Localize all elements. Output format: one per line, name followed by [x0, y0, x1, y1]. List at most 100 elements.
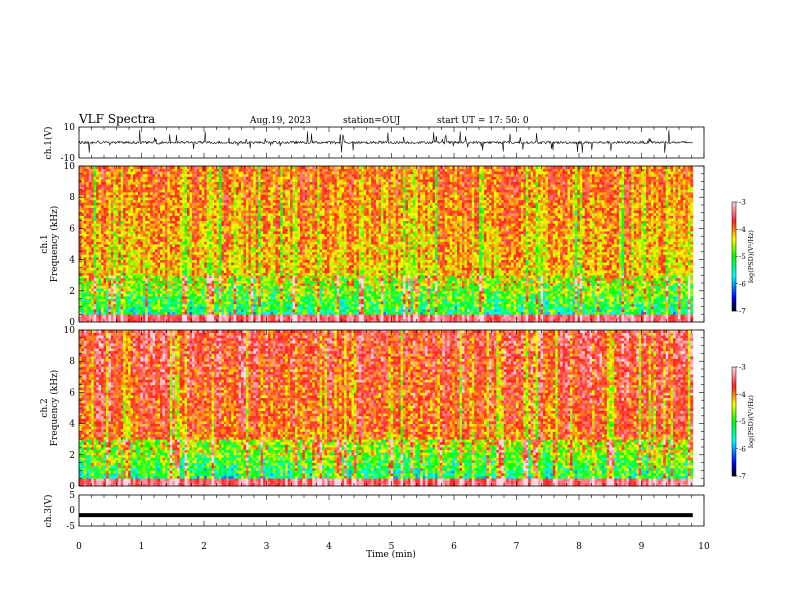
- spectrogram-cell: [86, 223, 89, 226]
- spectrogram-cell: [212, 270, 215, 273]
- spectrogram-cell: [84, 262, 87, 265]
- spectrogram-cell: [143, 254, 146, 257]
- spectrogram-cell: [258, 234, 261, 237]
- spectrogram-cell: [170, 234, 173, 237]
- spectrogram-cell: [234, 241, 237, 244]
- spectrogram-cell: [133, 213, 136, 216]
- spectrogram-cell: [111, 234, 114, 237]
- spectrogram-cell: [251, 239, 254, 242]
- spectrogram-cell: [172, 252, 175, 255]
- spectrogram-cell: [145, 249, 148, 252]
- spectrogram-cell: [153, 205, 156, 208]
- spectrogram-cell: [182, 249, 185, 252]
- spectrogram-cell: [214, 257, 217, 260]
- spectrogram-cell: [160, 252, 163, 255]
- spectrogram-cell: [219, 257, 222, 260]
- spectrogram-cell: [251, 299, 254, 302]
- spectrogram-cell: [214, 205, 217, 208]
- spectrogram-cell: [96, 252, 99, 255]
- spectrogram-cell: [118, 278, 121, 281]
- spectrogram-cell: [192, 296, 195, 299]
- spectrogram-cell: [150, 205, 153, 208]
- spectrogram-cell: [216, 309, 219, 312]
- spectrogram-cell: [246, 182, 249, 185]
- spectrogram-cell: [199, 270, 202, 273]
- spectrogram-cell: [187, 205, 190, 208]
- spectrogram-cell: [248, 226, 251, 229]
- spectrogram-cell: [143, 197, 146, 200]
- spectrogram-cell: [216, 202, 219, 205]
- spectrogram-cell: [143, 208, 146, 211]
- spectrogram-cell: [86, 254, 89, 257]
- spectrogram-cell: [175, 278, 178, 281]
- spectrogram-cell: [246, 231, 249, 234]
- spectrogram-cell: [123, 247, 126, 250]
- spectrogram-cell: [231, 252, 234, 255]
- spectrogram-cell: [172, 306, 175, 309]
- spectrogram-cell: [111, 174, 114, 177]
- spectrogram-cell: [187, 221, 190, 224]
- spectrogram-cell: [79, 236, 82, 239]
- spectrogram-cell: [177, 286, 180, 289]
- spectrogram-cell: [160, 192, 163, 195]
- spectrogram-cell: [266, 278, 269, 281]
- spectrogram-cell: [202, 254, 205, 257]
- spectrogram-cell: [214, 262, 217, 265]
- spectrogram-cell: [106, 205, 109, 208]
- spectrogram-cell: [219, 218, 222, 221]
- spectrogram-cell: [108, 166, 111, 169]
- spectrogram-cell: [189, 166, 192, 169]
- spectrogram-cell: [268, 223, 271, 226]
- spectrogram-cell: [214, 187, 217, 190]
- spectrogram-cell: [99, 223, 102, 226]
- spectrogram-cell: [155, 192, 158, 195]
- spectrogram-cell: [175, 283, 178, 286]
- spectrogram-cell: [219, 169, 222, 172]
- spectrogram-cell: [143, 296, 146, 299]
- spectrogram-cell: [104, 262, 107, 265]
- spectrogram-cell: [158, 187, 161, 190]
- spectrogram-cell: [243, 192, 246, 195]
- spectrogram-cell: [192, 202, 195, 205]
- spectrogram-cell: [234, 314, 237, 317]
- spectrogram-cell: [278, 228, 281, 231]
- spectrogram-cell: [278, 278, 281, 281]
- spectrogram-cell: [189, 296, 192, 299]
- spectrogram-cell: [165, 312, 168, 315]
- spectrogram-cell: [246, 213, 249, 216]
- spectrogram-cell: [89, 241, 92, 244]
- spectrogram-cell: [275, 262, 278, 265]
- spectrogram-cell: [121, 182, 124, 185]
- spectrogram-cell: [145, 265, 148, 268]
- spectrogram-cell: [263, 179, 266, 182]
- spectrogram-cell: [263, 174, 266, 177]
- spectrogram-cell: [231, 215, 234, 218]
- spectrogram-cell: [148, 262, 151, 265]
- spectrogram-cell: [268, 189, 271, 192]
- spectrogram-cell: [239, 254, 242, 257]
- spectrogram-cell: [224, 202, 227, 205]
- spectrogram-cell: [256, 169, 259, 172]
- spectrogram-cell: [231, 205, 234, 208]
- spectrogram-cell: [236, 265, 239, 268]
- spectrogram-cell: [118, 221, 121, 224]
- spectrogram-cell: [106, 312, 109, 315]
- spectrogram-cell: [116, 210, 119, 213]
- spectrogram-cell: [121, 174, 124, 177]
- spectrogram-cell: [133, 283, 136, 286]
- spectrogram-cell: [162, 265, 165, 268]
- spectrogram-cell: [121, 218, 124, 221]
- spectrogram-cell: [236, 254, 239, 257]
- spectrogram-cell: [133, 182, 136, 185]
- spectrogram-cell: [140, 205, 143, 208]
- spectrogram-cell: [106, 265, 109, 268]
- spectrogram-cell: [182, 228, 185, 231]
- spectrogram-cell: [202, 208, 205, 211]
- spectrogram-cell: [167, 283, 170, 286]
- spectrogram-cell: [268, 174, 271, 177]
- spectrogram-cell: [221, 215, 224, 218]
- spectrogram-cell: [278, 205, 281, 208]
- spectrogram-cell: [270, 236, 273, 239]
- spectrogram-cell: [155, 244, 158, 247]
- spectrogram-cell: [224, 312, 227, 315]
